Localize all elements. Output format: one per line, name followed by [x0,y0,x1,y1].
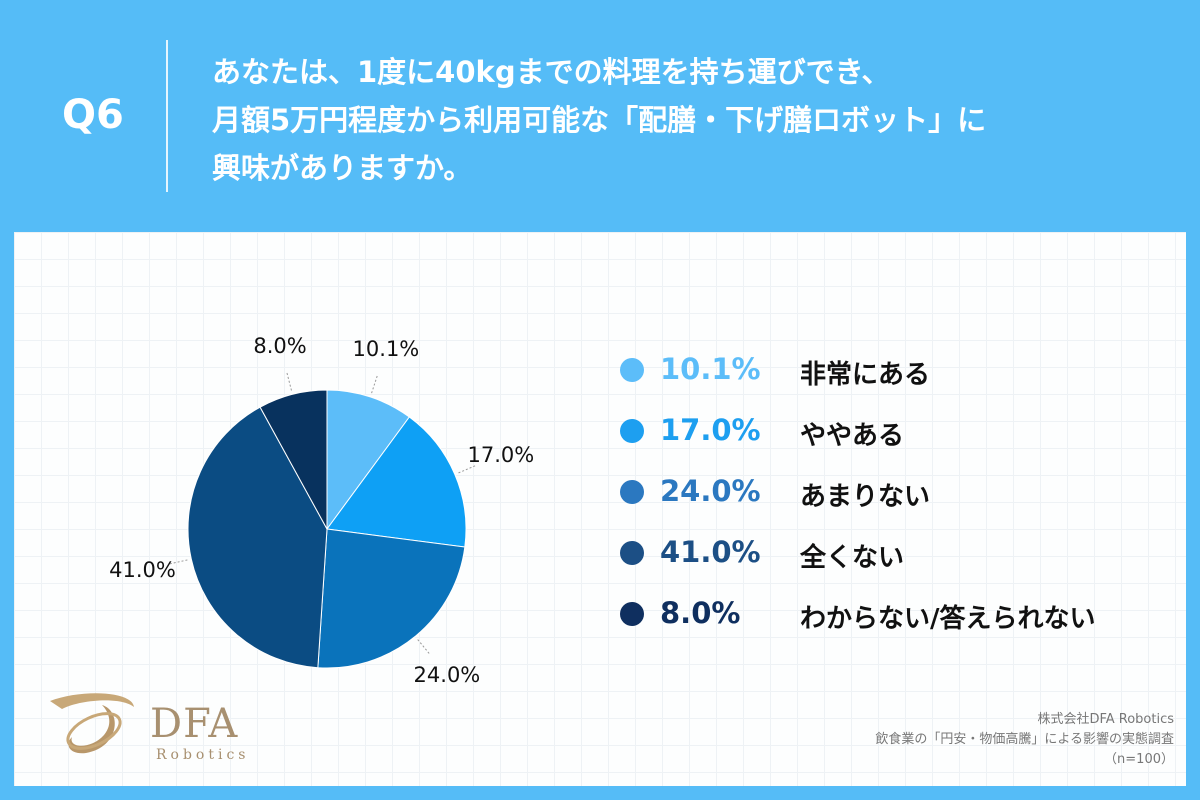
source-note: 株式会社DFA Robotics 飲食業の「円安・物価高騰」による影響の実態調査… [875,710,1174,770]
legend-item: 41.0% 全くない [620,533,1180,573]
slice-label: 8.0% [253,333,307,358]
header-divider [166,40,168,192]
legend-dot [620,419,644,443]
logo-name: DFA [150,701,239,747]
slice-label: 24.0% [413,663,481,688]
legend-label: 非常にある [800,360,931,390]
question-line: 月額5万円程度から利用可能な「配膳・下げ膳ロボット」に [212,103,987,137]
legend-label: 全くない [800,543,905,573]
legend-dot [620,541,644,565]
logo-sub: Robotics [156,747,250,763]
pie-chart [169,372,476,669]
legend-item: 17.0% ややある [620,411,1180,451]
source-sample-size: （n=100） [1104,752,1174,767]
question-line: あなたは、1度に40kgまでの料理を持ち運びでき、 [212,55,891,89]
pie-slice [326,389,411,531]
legend-item: 8.0% わからない/答えられない [620,594,1180,634]
slice-label: 17.0% [467,442,535,467]
legend-percent: 17.0% [660,413,761,447]
chart-card: 10.1% 17.0% 24.0% 41.0% 8.0% 10.1% 非常にある 17.… [14,232,1186,786]
question-line: 興味がありますか。 [212,151,473,185]
legend-item: 24.0% あまりない [620,472,1180,512]
legend-item: 10.1% 非常にある [620,350,1180,390]
leader-line [417,639,430,654]
legend-label: あまりない [800,482,931,512]
legend-label: ややある [800,421,905,451]
source-company: 株式会社DFA Robotics [1037,712,1174,727]
question-number: Q6 [62,92,124,138]
leader-line [286,372,292,391]
legend-percent: 41.0% [660,535,761,569]
leader-line [458,465,476,474]
legend-label: わからない/答えられない [800,604,1096,634]
dfa-logo: DFA Robotics [42,687,282,767]
pie-slice [317,528,466,669]
leader-line [169,559,188,565]
logo-swoosh-icon [50,693,134,754]
legend-dot [620,358,644,382]
source-survey: 飲食業の「円安・物価高騰」による影響の実態調査 [875,732,1174,747]
slice-label: 41.0% [109,557,176,582]
pie-slice [187,406,328,669]
slice-label: 10.1% [352,337,420,362]
question-header: Q6 あなたは、1度に40kgまでの料理を持ち運びでき、 月額5万円程度から利用… [0,0,1200,232]
leader-line [371,375,378,394]
question-text: あなたは、1度に40kgまでの料理を持ち運びでき、 月額5万円程度から利用可能な… [212,48,1172,192]
legend-percent: 24.0% [660,474,761,508]
legend-percent: 8.0% [660,596,741,630]
pie-slice [259,389,328,530]
pie-slice [326,416,467,548]
legend-dot [620,480,644,504]
legend-percent: 10.1% [660,352,761,386]
legend-dot [620,602,644,626]
